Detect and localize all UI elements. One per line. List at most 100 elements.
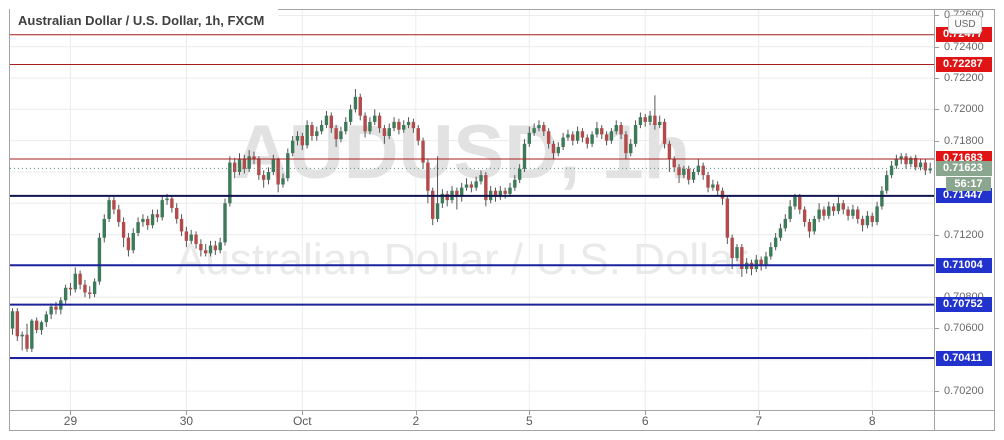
candle-body-down	[242, 159, 247, 169]
price-tick-mark	[935, 391, 939, 393]
candle-body-up	[875, 206, 879, 223]
candle-body-down	[740, 247, 744, 269]
candle-body-up	[735, 247, 739, 259]
time-tick-mark	[415, 411, 417, 415]
current-price-label: 0.71623	[936, 160, 992, 176]
candle-body-up	[566, 134, 570, 138]
candle-body-down	[493, 190, 498, 198]
candle-body-up	[63, 287, 68, 301]
candle-body-up	[498, 190, 503, 198]
candle-body-up	[39, 322, 44, 331]
candle-body-up	[899, 156, 903, 160]
price-tick-label: 0.71800	[944, 134, 984, 147]
candle-body-up	[474, 181, 478, 188]
chart-legend-title: Australian Dollar / U.S. Dollar, 1h, FXC…	[10, 9, 279, 33]
candle-body-down	[706, 175, 710, 188]
price-tick-mark	[935, 78, 939, 80]
candle-body-down	[146, 218, 150, 226]
candle-body-down	[484, 175, 488, 201]
price-level-label: 0.71004	[936, 257, 992, 273]
candle-body-down	[204, 250, 208, 254]
candle-body-down	[846, 209, 850, 216]
candle-body-up	[97, 237, 102, 282]
candle-body-up	[266, 171, 271, 180]
axis-corner	[934, 411, 995, 431]
time-tick-mark	[645, 411, 647, 415]
candle-body-down	[571, 134, 575, 141]
candle-body-down	[807, 222, 812, 232]
candle-body-up	[633, 125, 638, 144]
time-tick-label: 6	[641, 414, 649, 428]
candle-body-up	[817, 209, 821, 219]
candle-body-down	[34, 320, 39, 331]
candle-body-up	[440, 193, 445, 204]
candle-body-up	[10, 311, 15, 329]
candle-body-up	[290, 140, 295, 154]
time-tick-label: 7	[755, 414, 763, 428]
candle-body-down	[604, 134, 609, 141]
price-tick-label: 0.70600	[944, 322, 984, 335]
candle-body-up	[575, 131, 580, 141]
time-tick-label: 2	[412, 414, 420, 428]
candle-body-up	[658, 121, 662, 126]
candle-body-up	[20, 334, 24, 337]
time-axis[interactable]: 29 30 Oct 2 5 6 7 8	[9, 411, 935, 431]
candle-body-up	[208, 245, 213, 254]
chart-plot-area[interactable]: AUDUSD, 1h Australian Dollar / U.S. Dolla…	[9, 9, 935, 411]
candle-body-up	[629, 143, 633, 154]
candle-body-up	[769, 247, 773, 257]
candle-body-down	[455, 190, 459, 198]
candle-body-up	[894, 159, 899, 166]
candle-body-up	[691, 171, 696, 180]
candle-body-down	[252, 156, 256, 160]
candle-body-up	[595, 128, 599, 135]
candle-body-up	[387, 128, 391, 136]
price-tick-mark	[935, 140, 939, 142]
candle-body-up	[812, 218, 816, 232]
price-level-label: 0.70411	[936, 350, 992, 366]
candle-body-up	[319, 125, 324, 132]
time-tick-label: 29	[63, 414, 78, 428]
candle-body-down	[121, 222, 126, 238]
candle-body-up	[590, 134, 594, 144]
candle-body-up	[522, 143, 527, 169]
candle-body-up	[532, 128, 536, 133]
candle-body-down	[363, 115, 367, 132]
candle-body-down	[54, 306, 58, 310]
candle-body-up	[189, 234, 193, 241]
candle-body-down	[469, 184, 474, 188]
candle-body-down	[914, 157, 918, 168]
currency-toggle-button[interactable]: USD	[948, 15, 982, 34]
price-tick-label: 0.72400	[944, 40, 984, 53]
candle-body-down	[199, 243, 203, 251]
candle-body-down	[831, 206, 836, 212]
price-tick-mark	[935, 109, 939, 111]
candle-body-down	[83, 284, 87, 293]
watermark-symbol: AUDUSD, 1h	[234, 110, 690, 195]
chart-canvas[interactable]: AUDUSD, 1h Australian Dollar / U.S. Dolla…	[10, 10, 934, 410]
price-tick-mark	[935, 15, 939, 17]
candle-body-down	[653, 115, 657, 126]
price-axis[interactable]: 0.726000.724000.722000.720000.718000.712…	[934, 9, 995, 411]
candle-body-up	[517, 168, 522, 180]
price-tick-label: 0.71200	[944, 228, 984, 241]
candle-body-up	[764, 256, 768, 266]
candle-body-down	[276, 159, 280, 185]
candle-body-down	[126, 237, 131, 251]
candle-body-up	[295, 135, 300, 141]
candle-body-up	[773, 237, 778, 248]
price-level-label: 0.72287	[936, 56, 992, 72]
candle-body-down	[715, 184, 720, 191]
candle-body-up	[918, 162, 923, 168]
candle-body-down	[155, 214, 160, 218]
candle-body-down	[624, 134, 628, 154]
candle-body-up	[228, 162, 232, 204]
candle-body-up	[44, 314, 49, 323]
candle-body-down	[310, 125, 314, 136]
candle-body-up	[648, 115, 652, 122]
candle-body-down	[25, 334, 29, 349]
candle-body-up	[406, 121, 411, 126]
candle-body-up	[271, 159, 276, 172]
candle-body-down	[431, 190, 435, 219]
candle-body-down	[667, 143, 672, 160]
